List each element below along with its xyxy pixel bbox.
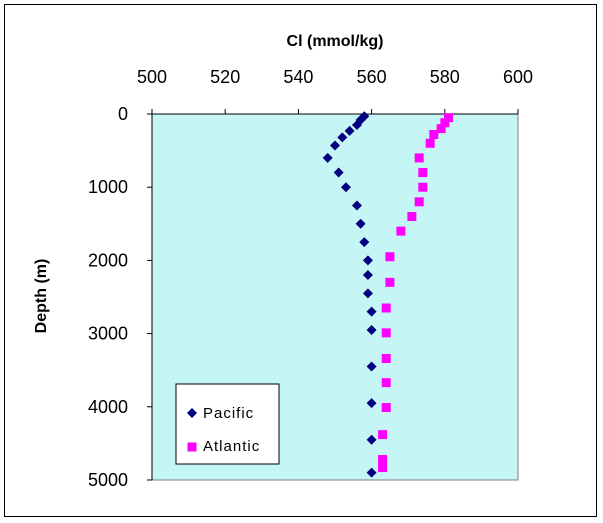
legend-marker-pacific — [187, 408, 197, 418]
point-pacific — [362, 288, 373, 299]
y-tick-label: 0 — [118, 104, 128, 124]
x-tick-label: 600 — [503, 67, 533, 87]
point-atlantic — [378, 463, 388, 473]
x-tick-label: 560 — [357, 67, 387, 87]
point-atlantic — [381, 303, 391, 313]
point-pacific — [366, 306, 377, 317]
point-pacific — [366, 467, 377, 478]
point-atlantic — [414, 153, 424, 163]
point-pacific — [330, 140, 340, 151]
point-pacific — [362, 270, 373, 281]
point-atlantic — [425, 138, 435, 148]
y-tick-label: 4000 — [88, 397, 128, 417]
point-atlantic — [418, 168, 428, 178]
x-tick-label: 580 — [430, 67, 460, 87]
point-atlantic — [396, 226, 406, 236]
point-pacific — [344, 125, 355, 136]
point-atlantic — [385, 277, 395, 287]
data-points — [322, 111, 453, 478]
point-pacific — [362, 255, 373, 266]
point-pacific — [351, 119, 362, 130]
point-atlantic — [436, 124, 446, 134]
point-pacific — [366, 434, 377, 445]
point-atlantic — [414, 197, 424, 207]
x-tick-label: 500 — [137, 67, 167, 87]
point-atlantic — [381, 378, 391, 388]
point-pacific — [322, 152, 333, 163]
point-atlantic — [381, 353, 391, 363]
legend: Pacific Atlantic — [175, 383, 280, 465]
point-pacific — [359, 237, 370, 248]
y-axis-title: Depth (m) — [33, 259, 50, 334]
x-tick-label: 520 — [210, 67, 240, 87]
point-pacific — [340, 182, 351, 193]
legend-marker-atlantic — [187, 442, 197, 452]
x-tick-label: 540 — [283, 67, 313, 87]
x-axis-title: Cl (mmol/kg) — [287, 33, 384, 50]
point-pacific — [355, 218, 366, 229]
y-tick-label: 5000 — [88, 470, 128, 490]
point-pacific — [333, 167, 344, 178]
point-atlantic — [440, 118, 450, 128]
point-atlantic — [378, 455, 388, 465]
point-pacific — [366, 361, 377, 372]
point-atlantic — [378, 430, 388, 440]
axis-ticks: 500 520 540 560 580 600 0 1000 2000 3000 4000 5000 — [88, 67, 533, 490]
legend-label-pacific: Pacific — [203, 405, 254, 422]
legend-label-atlantic: Atlantic — [203, 438, 260, 455]
point-pacific — [337, 132, 348, 143]
point-atlantic — [443, 113, 453, 123]
point-atlantic — [381, 403, 391, 413]
y-tick-label: 3000 — [88, 324, 128, 344]
y-tick-label: 1000 — [88, 177, 128, 197]
point-atlantic — [385, 252, 395, 262]
point-pacific — [366, 324, 377, 335]
point-atlantic — [407, 211, 417, 221]
y-tick-label: 2000 — [88, 250, 128, 270]
point-atlantic — [418, 182, 428, 192]
point-pacific — [366, 398, 377, 409]
point-atlantic — [381, 328, 391, 338]
point-atlantic — [429, 129, 439, 139]
point-pacific — [351, 200, 362, 211]
